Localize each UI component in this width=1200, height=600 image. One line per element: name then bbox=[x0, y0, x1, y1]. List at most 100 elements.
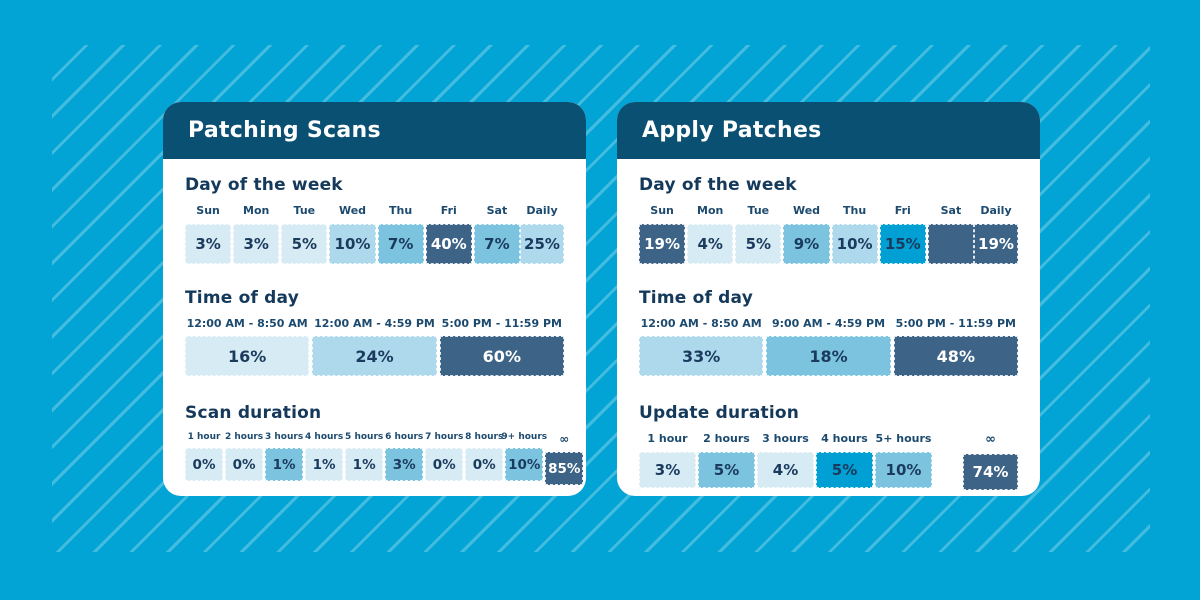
section-heading: Time of day bbox=[185, 288, 299, 308]
percent-cell: Sun 19% bbox=[639, 204, 686, 264]
section-time-of-day: Time of day 12:00 AM - 8:50 AM 16% 12:00 A… bbox=[185, 288, 564, 376]
value-box: 5% bbox=[281, 224, 328, 264]
cell-label: 12:00 AM - 4:59 PM bbox=[314, 317, 435, 330]
cell-label: 8 hours bbox=[465, 432, 504, 442]
day-of-week-row: Sun 3% Mon 3% Tue 5% Wed 10% Thu 7% Fri 40% Sat 7% Da… bbox=[185, 204, 564, 264]
scan-duration-row: 1 hour 0% 2 hours 0% 3 hours 1% 4 hours 1% 5 hou… bbox=[185, 432, 584, 485]
percent-cell: 2 hours 0% bbox=[225, 432, 263, 485]
day-cells-group: Sun 3% Mon 3% Tue 5% Wed 10% Thu 7% Fri 40% Sat 7% bbox=[185, 204, 520, 264]
duration-cells-group: 1 hour 0% 2 hours 0% 3 hours 1% 4 hours 1% 5 hou… bbox=[185, 432, 584, 485]
cell-label: 9+ hours bbox=[501, 432, 548, 442]
section-update-duration: Update duration 1 hour 3% 2 hours 5% 3 hours… bbox=[639, 403, 1018, 490]
percent-cell: 1 hour 0% bbox=[185, 432, 224, 485]
percent-cell: ∞ 85% bbox=[545, 432, 584, 485]
percent-cell: Tue 5% bbox=[281, 204, 328, 264]
value-box: 40% bbox=[425, 224, 472, 264]
value-box: 5% bbox=[735, 224, 782, 264]
percent-cell: Thu 10% bbox=[831, 204, 878, 264]
cell-label: 5:00 PM - 11:59 PM bbox=[895, 317, 1016, 330]
cell-label: Sat bbox=[940, 204, 962, 217]
cell-label: Daily bbox=[980, 204, 1012, 217]
cell-label: Thu bbox=[389, 204, 413, 217]
time-cells-group: 12:00 AM - 8:50 AM 33% 9:00 AM - 4:59 PM 18… bbox=[639, 317, 1018, 376]
value-box: 48% bbox=[893, 336, 1018, 376]
percent-cell: Sat bbox=[927, 204, 974, 264]
card-title: Apply Patches bbox=[642, 118, 822, 143]
cell-label: Tue bbox=[747, 204, 770, 217]
cell-label: Sun bbox=[196, 204, 220, 217]
value-box: 3% bbox=[639, 452, 696, 488]
value-box: 60% bbox=[439, 336, 564, 376]
time-of-day-row: 12:00 AM - 8:50 AM 16% 12:00 AM - 4:59 PM 2… bbox=[185, 317, 564, 376]
card-header: Apply Patches bbox=[617, 102, 1040, 159]
percent-cell: Daily 19% bbox=[974, 204, 1018, 264]
percent-cell: 2 hours 5% bbox=[698, 432, 755, 490]
card-patching-scans: Patching Scans Day of the week Sun 3% Mon 3… bbox=[163, 102, 586, 496]
percent-cell: Sun 3% bbox=[185, 204, 232, 264]
percent-cell: Sat 7% bbox=[473, 204, 520, 264]
card-header: Patching Scans bbox=[163, 102, 586, 159]
cell-label: Tue bbox=[293, 204, 316, 217]
cell-label: 2 hours bbox=[703, 432, 750, 445]
percent-cell: Wed 10% bbox=[329, 204, 376, 264]
percent-cell: 8 hours 0% bbox=[465, 432, 503, 485]
percent-cell: Thu 7% bbox=[377, 204, 424, 264]
section-heading: Time of day bbox=[639, 288, 753, 308]
card-title: Patching Scans bbox=[188, 118, 381, 143]
cell-label: 5 hours bbox=[345, 432, 384, 442]
section-heading: Scan duration bbox=[185, 403, 322, 423]
cell-label: Wed bbox=[338, 204, 367, 217]
cell-label: 4 hours bbox=[305, 432, 344, 442]
percent-cell: Mon 4% bbox=[687, 204, 734, 264]
percent-cell: 12:00 AM - 8:50 AM 16% bbox=[185, 317, 310, 376]
value-box: 4% bbox=[687, 224, 734, 264]
percent-cell: 3 hours 1% bbox=[265, 432, 303, 485]
section-day-of-week: Day of the week Sun 19% Mon 4% Tue 5% Wed 9% Thu… bbox=[639, 175, 1018, 264]
value-box: 15% bbox=[879, 224, 926, 264]
cell-label: Daily bbox=[526, 204, 558, 217]
value-box: 7% bbox=[473, 224, 520, 264]
percent-cell: 12:00 AM - 4:59 PM 24% bbox=[312, 317, 437, 376]
value-box: 0% bbox=[225, 448, 264, 481]
percent-cell: 9:00 AM - 4:59 PM 18% bbox=[766, 317, 891, 376]
daily-summary-cell: Daily 25% bbox=[520, 204, 564, 264]
time-cells-group: 12:00 AM - 8:50 AM 16% 12:00 AM - 4:59 PM 2… bbox=[185, 317, 564, 376]
value-box: 16% bbox=[185, 336, 310, 376]
cell-label: 5+ hours bbox=[875, 432, 932, 445]
cell-label: Fri bbox=[894, 204, 911, 217]
day-cells-group: Sun 19% Mon 4% Tue 5% Wed 9% Thu 10% Fri 15% Sat bbox=[639, 204, 974, 264]
cell-label: 3 hours bbox=[264, 432, 304, 442]
value-box: 3% bbox=[385, 448, 424, 481]
percent-cell: Fri 15% bbox=[879, 204, 926, 264]
section-heading: Day of the week bbox=[185, 175, 343, 195]
update-duration-row: 1 hour 3% 2 hours 5% 3 hours 4% 4 hours 5% 5+ ho… bbox=[639, 432, 1018, 490]
section-scan-duration: Scan duration 1 hour 0% 2 hours 0% 3 hours 1%… bbox=[185, 403, 584, 485]
duration-cells-group: 1 hour 3% 2 hours 5% 3 hours 4% 4 hours 5% 5+ ho… bbox=[639, 432, 932, 490]
infinity-label: ∞ bbox=[559, 432, 570, 446]
percent-cell: 6 hours 3% bbox=[385, 432, 423, 485]
percent-cell: 4 hours 5% bbox=[816, 432, 873, 490]
value-box: 18% bbox=[766, 336, 891, 376]
value-box: 3% bbox=[185, 224, 232, 264]
value-box: 5% bbox=[698, 452, 755, 488]
card-apply-patches: Apply Patches Day of the week Sun 19% Mon 4… bbox=[617, 102, 1040, 496]
cell-label: 9:00 AM - 4:59 PM bbox=[771, 317, 886, 330]
percent-cell: Mon 3% bbox=[233, 204, 280, 264]
value-box: 0% bbox=[465, 448, 504, 481]
cell-label: Sun bbox=[650, 204, 674, 217]
cell-label: 4 hours bbox=[821, 432, 868, 445]
percent-cell: 5 hours 1% bbox=[345, 432, 383, 485]
cell-label: 5:00 PM - 11:59 PM bbox=[441, 317, 562, 330]
percent-cell: 5:00 PM - 11:59 PM 48% bbox=[893, 317, 1018, 376]
value-box: 5% bbox=[816, 452, 873, 488]
cell-label: 12:00 AM - 8:50 AM bbox=[640, 317, 762, 330]
cell-label: 2 hours bbox=[224, 432, 264, 442]
percent-cell: Daily 25% bbox=[520, 204, 564, 264]
value-box: 0% bbox=[425, 448, 464, 481]
percent-cell: 7 hours 0% bbox=[425, 432, 463, 485]
value-box: 19% bbox=[639, 224, 686, 264]
cell-label: Fri bbox=[440, 204, 457, 217]
value-box: 3% bbox=[233, 224, 280, 264]
value-box: 9% bbox=[783, 224, 830, 264]
